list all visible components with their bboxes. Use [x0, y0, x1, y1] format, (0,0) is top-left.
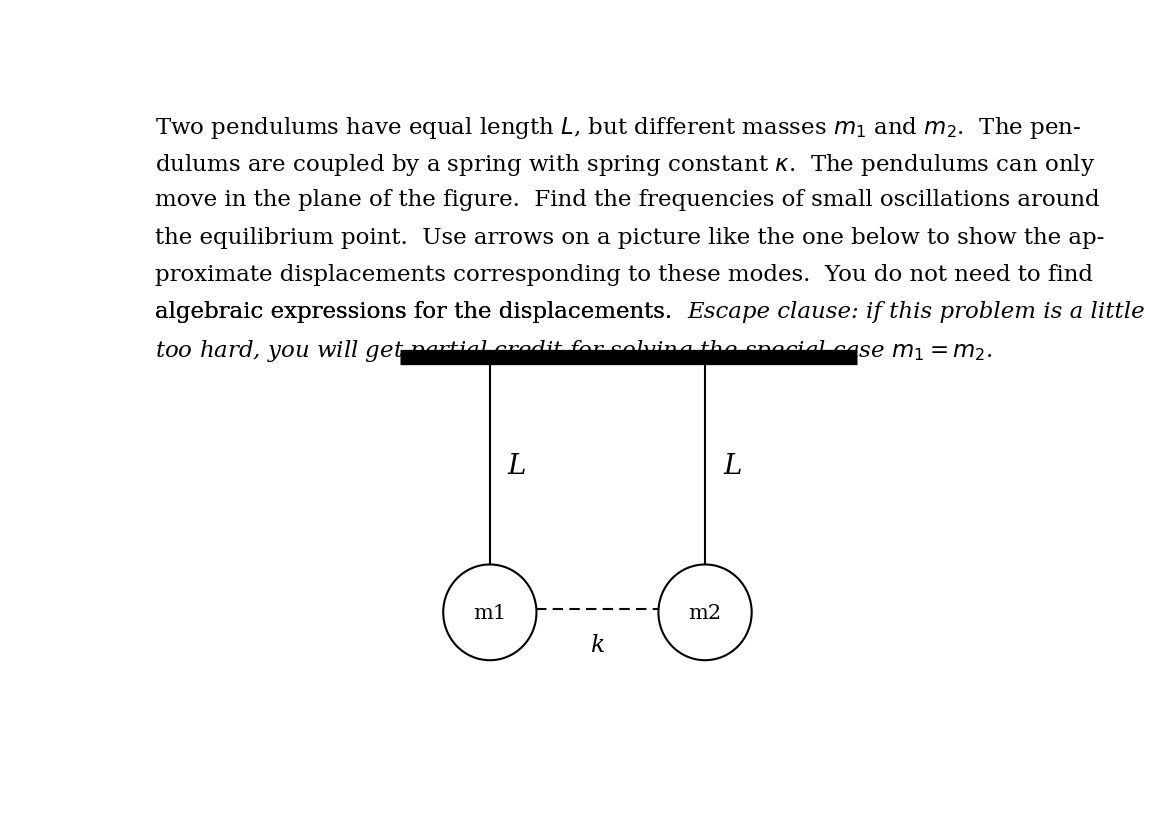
Text: algebraic expressions for the displacements.: algebraic expressions for the displaceme… [155, 301, 687, 322]
Text: L: L [508, 452, 526, 479]
Text: L: L [723, 452, 742, 479]
Text: m1: m1 [473, 603, 507, 622]
Text: Escape clause: if this problem is a little: Escape clause: if this problem is a litt… [687, 301, 1144, 322]
Text: proximate displacements corresponding to these modes.  You do not need to find: proximate displacements corresponding to… [155, 263, 1093, 285]
Text: move in the plane of the figure.  Find the frequencies of small oscillations aro: move in the plane of the figure. Find th… [155, 190, 1100, 211]
Text: k: k [590, 633, 605, 656]
Text: too hard, you will get partial credit for solving the special case $m_1 = m_2$.: too hard, you will get partial credit fo… [155, 337, 994, 363]
Text: dulums are coupled by a spring with spring constant $\kappa$.  The pendulums can: dulums are coupled by a spring with spri… [155, 152, 1096, 178]
Text: algebraic expressions for the displacements.: algebraic expressions for the displaceme… [155, 301, 687, 322]
Text: Two pendulums have equal length $L$, but different masses $m_1$ and $m_2$.  The : Two pendulums have equal length $L$, but… [155, 115, 1082, 142]
Text: m2: m2 [688, 603, 722, 622]
Text: the equilibrium point.  Use arrows on a picture like the one below to show the a: the equilibrium point. Use arrows on a p… [155, 226, 1105, 248]
